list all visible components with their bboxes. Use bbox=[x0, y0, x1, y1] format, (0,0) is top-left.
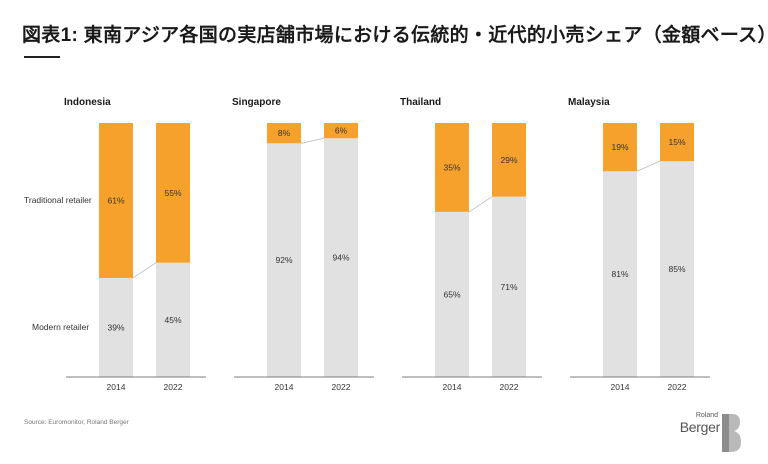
x-tick-singapore-2014: 2014 bbox=[275, 382, 294, 392]
logo-monogram-icon bbox=[722, 414, 741, 452]
label-modern-indonesia-2022: 45% bbox=[164, 315, 181, 325]
chart-panels: Indonesia 61% 39% 2014 55% 45% 2022 Singapore 8%… bbox=[64, 97, 710, 392]
connector-line-thailand bbox=[468, 196, 493, 213]
bar-modern-indonesia-2022 bbox=[156, 262, 190, 377]
label-traditional-malaysia-2014: 19% bbox=[611, 142, 628, 152]
bar-traditional-thailand-2014 bbox=[435, 123, 469, 212]
row-label-modern: Modern retailer bbox=[32, 322, 89, 332]
label-modern-thailand-2014: 65% bbox=[443, 289, 460, 299]
bar-traditional-thailand-2022 bbox=[492, 123, 526, 197]
bar-modern-thailand-2014 bbox=[435, 211, 469, 377]
page-title: 図表1: 東南アジア各国の実店舗市場における伝統的・近代的小売シェア（金額ベース… bbox=[22, 25, 768, 46]
bar-modern-indonesia-2014 bbox=[99, 277, 133, 377]
title-underline bbox=[24, 56, 60, 58]
label-modern-indonesia-2014: 39% bbox=[107, 322, 124, 332]
bar-modern-singapore-2022 bbox=[324, 138, 358, 377]
source-note: Source: Euromonitor, Roland Berger bbox=[24, 419, 129, 426]
panel-title-singapore: Singapore bbox=[232, 97, 281, 108]
bar-traditional-indonesia-2022 bbox=[156, 123, 190, 263]
label-traditional-thailand-2022: 29% bbox=[500, 155, 517, 165]
row-label-traditional: Traditional retailer bbox=[24, 195, 92, 205]
bar-traditional-malaysia-2014 bbox=[603, 123, 637, 172]
x-tick-malaysia-2014: 2014 bbox=[611, 382, 630, 392]
bar-modern-malaysia-2022 bbox=[660, 161, 694, 377]
label-modern-singapore-2014: 92% bbox=[275, 255, 292, 265]
bar-traditional-singapore-2022 bbox=[324, 123, 358, 139]
x-tick-thailand-2014: 2014 bbox=[443, 382, 462, 392]
label-modern-singapore-2022: 94% bbox=[332, 253, 349, 263]
label-traditional-malaysia-2022: 15% bbox=[668, 137, 685, 147]
bar-modern-singapore-2014 bbox=[267, 143, 301, 377]
label-traditional-indonesia-2022: 55% bbox=[164, 188, 181, 198]
connector-line-malaysia bbox=[636, 160, 661, 172]
label-modern-malaysia-2014: 81% bbox=[611, 269, 628, 279]
label-traditional-singapore-2014: 8% bbox=[278, 128, 291, 138]
bar-traditional-singapore-2014 bbox=[267, 123, 301, 144]
panel-title-thailand: Thailand bbox=[400, 97, 441, 108]
x-tick-indonesia-2022: 2022 bbox=[164, 382, 183, 392]
label-modern-thailand-2022: 71% bbox=[500, 282, 517, 292]
bar-modern-malaysia-2014 bbox=[603, 171, 637, 377]
panel-title-malaysia: Malaysia bbox=[568, 97, 610, 108]
logo-text-berger: Berger bbox=[679, 419, 721, 435]
x-tick-singapore-2022: 2022 bbox=[332, 382, 351, 392]
x-tick-malaysia-2022: 2022 bbox=[668, 382, 687, 392]
panel-title-indonesia: Indonesia bbox=[64, 97, 111, 108]
logo-text-roland: Roland bbox=[695, 412, 718, 419]
label-modern-malaysia-2022: 85% bbox=[668, 264, 685, 274]
label-traditional-thailand-2014: 35% bbox=[443, 162, 460, 172]
bar-traditional-malaysia-2022 bbox=[660, 123, 694, 162]
x-tick-thailand-2022: 2022 bbox=[500, 382, 519, 392]
bar-modern-thailand-2022 bbox=[492, 196, 526, 377]
connector-line-singapore bbox=[300, 137, 325, 144]
label-traditional-singapore-2022: 6% bbox=[335, 126, 348, 136]
x-tick-indonesia-2014: 2014 bbox=[107, 382, 126, 392]
bar-traditional-indonesia-2014 bbox=[99, 123, 133, 278]
label-traditional-indonesia-2014: 61% bbox=[107, 195, 124, 205]
roland-berger-logo: Roland Berger bbox=[674, 412, 742, 452]
connector-line-indonesia bbox=[132, 262, 157, 279]
